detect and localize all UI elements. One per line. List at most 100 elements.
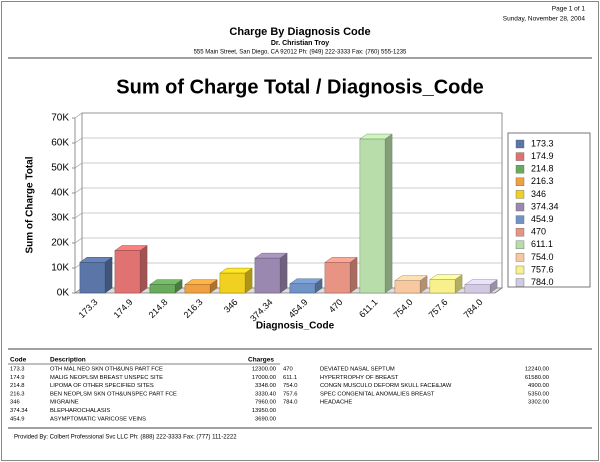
bar [429,279,456,294]
grid-line-side [74,237,83,244]
report-title: Charge By Diagnosis Code [229,26,370,38]
table-cell: 374.34 [10,408,29,414]
bar [219,272,246,294]
grid-line-side [74,187,83,194]
x-tick-label: 757.6 [427,297,450,320]
legend-label: 454.9 [531,214,554,224]
bar-side [104,256,113,294]
table-cell: 611.1 [283,375,297,381]
bar-side [384,133,393,294]
table-cell: 5350.00 [528,391,549,397]
table-cell: OTH MAL NEO SKN OTH&UNS PART FCE [50,367,163,373]
bar-side [279,252,288,294]
legend-label: 611.1 [531,239,553,249]
legend-label: 214.8 [531,164,554,174]
legend-swatch [515,265,525,275]
table-header: Description [50,357,86,364]
bar [359,138,386,294]
table-cell: 13950.00 [252,408,276,414]
y-tick-label: 20K [51,238,69,249]
table-cell: 61580.00 [525,375,549,381]
legend-label: 754.0 [531,252,554,262]
x-tick-label: 173.3 [77,297,100,320]
y-tick-label: 30K [51,213,69,224]
y-tick-label: 40K [51,188,69,199]
table-cell: 12240.00 [525,367,549,373]
y-tick-label: 60K [51,138,69,149]
table-cell: MIGRAINE [50,400,79,406]
legend-label: 757.6 [531,264,554,274]
legend-label: 784.0 [531,277,554,287]
table-cell: CONGN MUSCULO DEFORM SKULL FACE&JAW [320,383,452,389]
x-tick-label: 784.0 [462,297,485,320]
doctor: Dr. Christian Troy [271,40,329,47]
bar [254,257,281,294]
table-cell: 3330.40 [255,391,276,397]
grid-line-side [74,137,83,144]
table-cell: 216.3 [10,391,25,397]
legend-swatch [515,278,525,287]
bar-side [349,257,358,294]
bar [289,283,316,294]
bar [394,280,421,294]
bar [184,284,211,294]
y-tick-label: 0K [57,288,70,299]
bar [464,284,491,294]
table-cell: 174.9 [10,375,25,381]
grid-line-side [74,112,83,119]
x-tick-label: 611.1 [357,297,380,320]
bar [149,284,176,294]
x-tick-label: 754.0 [392,297,415,320]
table-cell: HEADACHE [320,400,352,406]
legend-swatch [515,164,525,174]
table-cell: SPEC CONGENITAL ANOMALIES BREAST [320,391,435,397]
grid-line-side [74,212,83,219]
y-axis-label: Sum of Charge Total [25,156,36,253]
table-cell: 7960.00 [255,400,276,406]
legend-label: 174.9 [531,151,554,161]
y-tick-label: 50K [51,163,69,174]
table-cell: 454.9 [10,416,25,422]
table-cell: BLEPHAROCHALASIS [50,408,110,414]
legend-label: 346 [531,189,546,199]
table-cell: MALIG NEOPLSM BREAST UNSPEC SITE [50,375,163,381]
grid-line-side [74,162,83,169]
table-cell: 757.6 [283,391,298,397]
table-cell: 17000.00 [252,375,276,381]
table-cell: 784.0 [283,400,298,406]
x-tick-label: 174.9 [112,297,135,320]
chart-title: Sum of Charge Total / Diagnosis_Code [116,76,483,98]
report-date: Sunday, November 28, 2004 [503,16,586,23]
x-tick-label: 214.8 [147,297,170,320]
table-cell: 470 [283,367,293,373]
legend-swatch [515,240,525,250]
x-axis-label: Diagnosis_Code [256,321,335,332]
table-cell: 214.8 [10,383,25,389]
y-tick-label: 70K [51,113,69,124]
legend-label: 374.34 [531,201,559,211]
bar [79,262,106,294]
x-tick-label: 216.3 [182,297,205,320]
table-cell: 173.3 [10,367,25,373]
y-tick-label: 10K [51,263,69,274]
legend-swatch [515,152,525,161]
legend-swatch [515,139,525,149]
address: 555 Main Street, San Diego, CA 92012 Ph:… [194,50,407,56]
table-cell: 3348.00 [255,383,276,389]
table-cell: 12300.00 [252,367,276,373]
table-cell: 3302.00 [528,400,549,406]
legend-swatch [515,215,525,224]
legend-label: 216.3 [531,176,554,186]
table-header: Code [10,357,27,364]
legend-swatch [515,202,525,212]
table-cell: 3690.00 [255,416,276,422]
bar [324,262,351,294]
x-tick-label: 454.9 [287,297,310,320]
table-cell: 754.0 [283,383,298,389]
legend-swatch [515,227,525,237]
legend-swatch [515,177,525,187]
table-cell: DEVIATED NASAL SEPTUM [320,367,395,373]
table-cell: ASYMPTOMATIC VARICOSE VEINS [50,416,146,422]
table-cell: LIPOMA OF OTHER SPECIFIED SITES [50,383,154,389]
